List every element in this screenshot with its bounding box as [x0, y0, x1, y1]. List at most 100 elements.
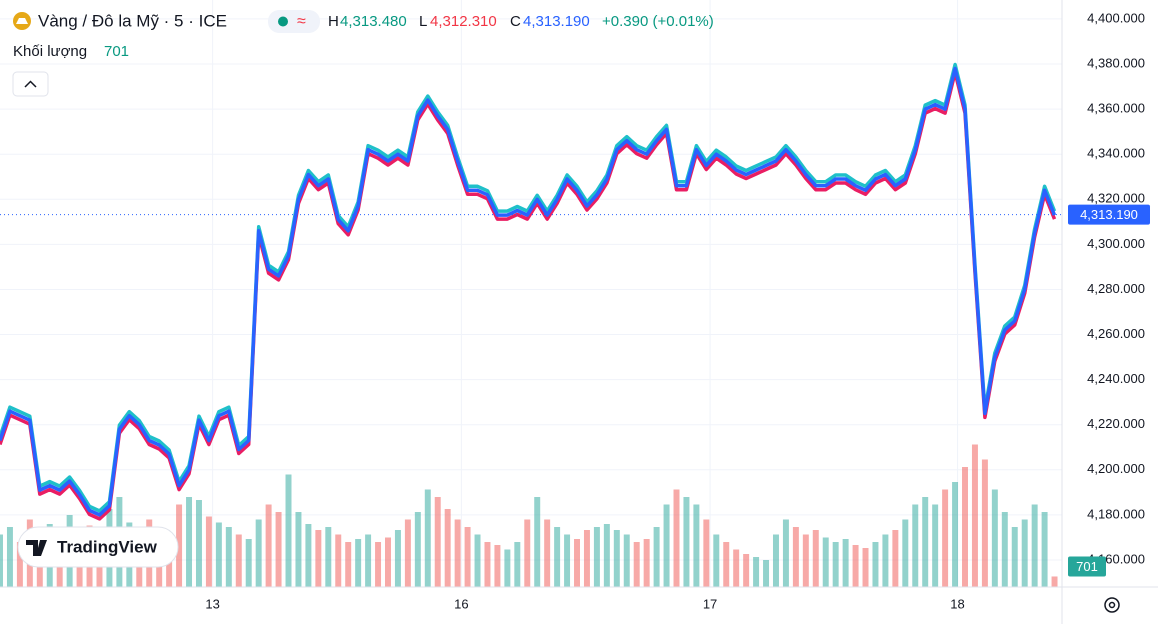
volume-bar [952, 482, 959, 587]
volume-bar [1001, 512, 1008, 587]
volume-bar [225, 527, 232, 587]
volume-bar [454, 519, 461, 587]
volume-bar [176, 504, 183, 587]
volume-bar [932, 504, 939, 587]
y-tick-label: 4,280.000 [1087, 281, 1145, 296]
volume-bar [862, 548, 869, 587]
grid [0, 0, 1062, 587]
volume-bar [872, 542, 879, 587]
volume-bar [703, 519, 710, 587]
volume-bar [812, 530, 819, 587]
volume-bar [245, 539, 252, 587]
volume-bar [832, 542, 839, 587]
last-price-badge [1068, 204, 1150, 225]
y-tick-label: 4,380.000 [1087, 55, 1145, 70]
volume-bar [633, 542, 640, 587]
price-pane [0, 62, 1062, 521]
volume-bar [733, 549, 740, 587]
symbol-title: Vàng / Đô la Mỹ · 5 · ICE [38, 11, 227, 30]
settings-icon [1108, 601, 1116, 609]
volume-value: 701 [104, 43, 129, 60]
volume-bar [574, 539, 580, 587]
volume-bar [792, 527, 799, 587]
volume-bar [962, 467, 968, 587]
volume-bar [822, 537, 829, 587]
volume-bar [16, 542, 23, 587]
volume-bar [524, 519, 531, 587]
volume-bar [394, 530, 401, 587]
volume-bar [1021, 519, 1028, 587]
volume-bar [315, 530, 322, 587]
brand-name: TradingView [57, 537, 158, 556]
volume-bar [1031, 504, 1038, 587]
volume-bar [414, 512, 421, 587]
volume-bar [653, 527, 660, 587]
volume-bar [504, 549, 511, 587]
volume-bar [464, 527, 471, 587]
volume-bar [444, 509, 451, 587]
volume-bar [643, 539, 650, 587]
volume-bar [554, 527, 561, 587]
y-tick-label: 4,300.000 [1087, 236, 1145, 251]
y-tick-label: 4,260.000 [1087, 326, 1145, 341]
settings-icon[interactable] [1104, 597, 1120, 613]
volume-bar [255, 519, 262, 587]
volume-bar [295, 512, 302, 587]
volume-bar [902, 519, 909, 587]
last-price-label: 4,313.190 [1080, 207, 1138, 222]
volume-bar [265, 504, 272, 587]
y-tick-label: 4,320.000 [1087, 191, 1145, 206]
y-tick-label: 4,400.000 [1087, 10, 1145, 25]
volume-bar [713, 534, 720, 587]
brand-pill [17, 526, 179, 568]
last-volume-label: 701 [1076, 559, 1098, 574]
volume-bar [981, 459, 988, 587]
brand-logo [26, 540, 47, 556]
volume-bar [385, 537, 391, 587]
y-tick-label: 4,340.000 [1087, 146, 1145, 161]
volume-bar [683, 497, 690, 587]
volume-bar [882, 534, 889, 587]
volume-bar [345, 542, 352, 587]
volume-bar [514, 542, 521, 587]
volume-bar [424, 489, 431, 587]
volume-bar [325, 527, 332, 587]
last-volume-badge [1068, 556, 1106, 577]
ohlc-value: 4,312.310 [430, 13, 497, 30]
volume-bar [494, 545, 501, 587]
volume-bar [474, 534, 481, 587]
volume-bar [782, 519, 789, 587]
volume-bar [743, 554, 750, 587]
volume-bar [484, 542, 491, 587]
status-dot [278, 16, 288, 27]
volume-bar [235, 534, 242, 587]
volume-bar [285, 474, 292, 587]
volume-bar [673, 489, 680, 587]
y-tick-label: 4,360.000 [1087, 101, 1145, 116]
volume-bar [623, 534, 630, 587]
volume-bar [534, 497, 541, 587]
ohlc-value: 4,313.480 [340, 13, 407, 30]
volume-bar [275, 512, 282, 587]
volume-bar [753, 557, 760, 587]
volume-bar [723, 542, 730, 587]
collapse-icon [24, 80, 37, 88]
volume-bar [215, 522, 222, 587]
volume-bar [991, 489, 998, 587]
status-icon: ≈ [297, 13, 306, 30]
y-tick-label: 4,240.000 [1087, 371, 1145, 386]
volume-bar [365, 534, 372, 587]
volume-bar [434, 497, 441, 587]
volume-bar [335, 534, 342, 587]
x-tick-label: 16 [454, 596, 468, 611]
volume-bar [544, 519, 551, 587]
y-tick-label: 4,180.000 [1087, 506, 1145, 521]
volume-bar [186, 497, 193, 587]
volume-bar [942, 489, 949, 587]
volume-bar [564, 534, 571, 587]
collapse-button[interactable] [12, 71, 49, 97]
volume-bar [0, 534, 3, 587]
volume-bar [772, 534, 779, 587]
